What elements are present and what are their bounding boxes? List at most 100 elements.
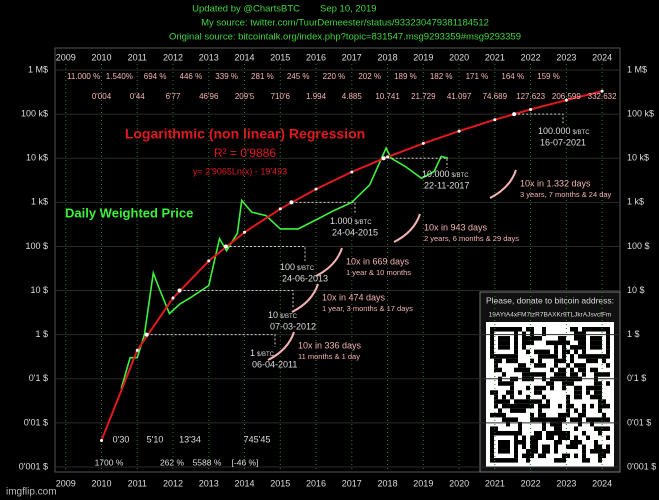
milestone-unit: $/BTC xyxy=(573,130,591,136)
qr-cell xyxy=(606,349,610,355)
qr-cell xyxy=(538,349,542,355)
qr-cell xyxy=(518,430,522,436)
cycle-change: [-46 %] xyxy=(232,457,259,467)
qr-cell xyxy=(586,390,590,395)
regression-point xyxy=(493,118,497,122)
qr-cell xyxy=(554,345,558,350)
qr-cell xyxy=(598,449,602,454)
qr-cell xyxy=(574,408,578,413)
y-tick-label-right: 0'01 $ xyxy=(627,417,651,427)
qr-cell xyxy=(598,417,602,422)
qr-cell xyxy=(522,444,526,450)
qr-cell xyxy=(542,421,546,427)
qr-cell xyxy=(582,367,586,373)
qr-cell xyxy=(530,331,534,337)
qr-cell xyxy=(490,426,494,431)
cycle-low: 13'34 xyxy=(179,434,201,444)
qr-cell xyxy=(506,354,510,359)
qr-cell xyxy=(546,399,550,404)
qr-cell xyxy=(490,430,494,436)
y-tick-label: 0'1 $ xyxy=(29,373,48,383)
milestone-price: 100.000 xyxy=(538,126,571,136)
qr-cell xyxy=(602,358,606,364)
qr-cell xyxy=(534,372,538,377)
qr-cell xyxy=(518,367,522,373)
qr-cell xyxy=(574,435,578,440)
qr-cell xyxy=(494,399,498,404)
y-tick-label: 10 $ xyxy=(30,285,48,295)
qr-cell xyxy=(578,417,582,422)
milestone-price: 1 xyxy=(250,348,255,358)
milestone-point xyxy=(223,244,228,249)
qr-cell xyxy=(558,421,562,427)
qr-cell xyxy=(586,417,590,422)
qr-cell xyxy=(526,449,530,454)
qr-cell xyxy=(542,372,546,377)
qr-cell xyxy=(582,345,586,350)
qr-cell xyxy=(582,449,586,454)
qr-cell xyxy=(570,358,574,364)
x-tick-label: 2012 xyxy=(163,478,183,488)
qr-cell xyxy=(578,421,582,427)
milestone-unit: $/BTC xyxy=(452,173,470,179)
milestone-guide xyxy=(225,245,306,261)
qr-cell xyxy=(506,399,510,404)
qr-cell xyxy=(498,358,502,364)
qr-cell xyxy=(514,417,518,422)
qr-cell xyxy=(598,453,602,459)
qr-cell xyxy=(566,430,570,436)
qr-cell xyxy=(502,345,506,350)
x-tick-label-top: 2023 xyxy=(556,52,576,62)
qr-cell xyxy=(490,327,494,332)
x-tick-label: 2015 xyxy=(270,478,290,488)
qr-cell xyxy=(606,354,610,359)
growth-label: 189 % xyxy=(394,72,417,81)
qr-cell xyxy=(546,430,550,436)
qr-cell xyxy=(542,354,546,359)
qr-cell xyxy=(542,449,546,454)
regression-point xyxy=(314,187,318,191)
price-label: Daily Weighted Price xyxy=(65,205,193,220)
qr-cell xyxy=(514,440,518,445)
x-tick-label-top: 2017 xyxy=(342,52,362,62)
qr-cell xyxy=(530,440,534,445)
qr-cell xyxy=(530,399,534,404)
qr-cell xyxy=(510,394,514,400)
x-tick-label-top: 2022 xyxy=(521,52,541,62)
qr-cell xyxy=(542,453,546,459)
qr-cell xyxy=(574,363,578,368)
milestone-point xyxy=(177,288,182,293)
qr-cell xyxy=(518,399,522,404)
y-tick-label-right: 0'1 $ xyxy=(627,373,646,383)
qr-cell xyxy=(506,421,510,427)
cycle-change: 5588 % xyxy=(193,457,222,467)
qr-cell xyxy=(530,449,534,454)
qr-cell xyxy=(494,327,498,332)
milestone-price: 10.000 xyxy=(422,169,450,179)
qr-cell xyxy=(510,430,514,436)
qr-cell xyxy=(514,354,518,359)
qr-cell xyxy=(582,354,586,359)
qr-cell xyxy=(558,372,562,377)
qr-cell xyxy=(534,435,538,440)
qr-cell xyxy=(502,372,506,377)
tenfold-arrow xyxy=(315,247,343,277)
qr-cell xyxy=(582,331,586,337)
qr-cell xyxy=(590,358,594,364)
qr-cell xyxy=(558,458,562,463)
qr-cell xyxy=(550,385,554,391)
qr-cell xyxy=(590,394,594,400)
x-tick-label: 2022 xyxy=(521,478,541,488)
qr-cell xyxy=(558,358,562,364)
qr-cell xyxy=(554,430,558,436)
qr-cell xyxy=(578,354,582,359)
qr-cell xyxy=(606,444,610,450)
qr-cell xyxy=(554,372,558,377)
qr-cell xyxy=(594,381,598,386)
qr-cell xyxy=(566,444,570,450)
qr-cell xyxy=(598,399,602,404)
qr-cell xyxy=(514,336,518,341)
qr-cell xyxy=(562,435,566,440)
qr-cell xyxy=(534,399,538,404)
